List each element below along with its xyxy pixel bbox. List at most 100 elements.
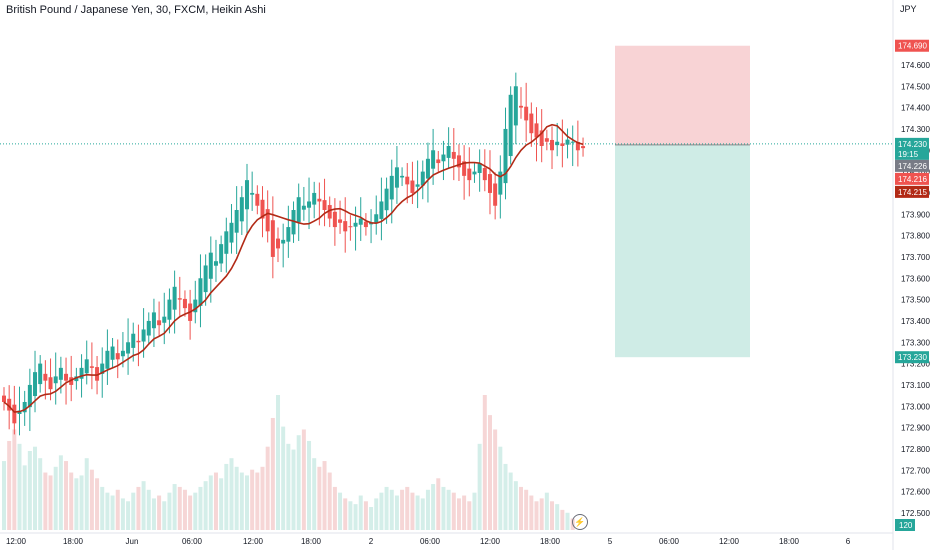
volume-bar	[270, 417, 275, 530]
x-tick-label: 06:00	[420, 537, 441, 546]
x-tick-label: 06:00	[182, 537, 203, 546]
y-tick-label: 173.600	[901, 274, 930, 283]
volume-bar	[48, 475, 53, 530]
candle-body	[182, 298, 187, 309]
candle-body	[400, 175, 405, 178]
candle-body	[105, 350, 110, 369]
candle-body	[110, 346, 115, 360]
candle-body	[467, 168, 472, 181]
candle-body	[224, 231, 229, 254]
candle-body	[513, 86, 518, 126]
volume-bar	[544, 492, 549, 530]
candle-body	[213, 261, 218, 266]
volume-tag-label: 120	[899, 521, 913, 530]
volume-bar	[126, 501, 131, 530]
candle-body	[550, 139, 555, 151]
target-price-tag: 174.690	[898, 42, 927, 51]
candle-body	[379, 201, 384, 219]
volume-bar	[255, 472, 260, 530]
volume-bar	[467, 501, 472, 530]
price-b-box	[895, 172, 929, 185]
volume-bar	[244, 475, 249, 530]
volume-bar	[69, 472, 74, 530]
y-tick-label: 173.200	[901, 360, 930, 369]
countdown-label: 19:15	[898, 150, 919, 159]
volume-bar	[363, 501, 368, 530]
volume-bar	[188, 495, 193, 530]
volume-bar	[513, 481, 518, 530]
candle-body	[482, 168, 487, 181]
candle-body	[317, 198, 322, 202]
candle-body	[229, 222, 234, 243]
x-tick-label: 12:00	[719, 537, 740, 546]
candle-body	[79, 367, 84, 379]
volume-bar	[431, 484, 436, 530]
y-tick-label: 173.300	[901, 338, 930, 347]
chart-title: British Pound / Japanese Yen, 30, FXCM, …	[6, 4, 266, 16]
x-tick-label: 2	[369, 537, 374, 546]
y-tick-label: 173.400	[901, 317, 930, 326]
volume-bar	[498, 446, 503, 530]
candle-body	[2, 395, 6, 402]
volume-bar	[317, 466, 322, 530]
y-tick-label: 173.000	[901, 402, 930, 411]
volume-bar	[555, 504, 560, 530]
price-c-box	[895, 185, 929, 198]
volume-bar	[89, 469, 94, 530]
volume-bar	[529, 495, 534, 530]
volume-bar	[12, 429, 17, 530]
volume-bar	[162, 501, 167, 530]
volume-bar	[177, 486, 182, 530]
volume-bar	[136, 486, 141, 530]
candle-body	[431, 150, 436, 169]
candle-body	[472, 171, 477, 175]
y-tick-label: 172.900	[901, 424, 930, 433]
y-tick-label: 173.500	[901, 296, 930, 305]
y-tick-label: 174.100	[901, 168, 930, 177]
volume-bar	[369, 507, 374, 530]
stop-loss-zone[interactable]	[615, 45, 750, 145]
candle-body	[250, 192, 255, 195]
candle-body	[544, 138, 549, 142]
volume-bar	[74, 478, 79, 530]
volume-bar	[64, 461, 69, 530]
candle-body	[162, 316, 167, 323]
volume-bar	[524, 489, 529, 530]
volume-bar	[260, 466, 265, 530]
candle-body	[312, 192, 317, 205]
volume-bar	[250, 469, 255, 530]
candle-body	[322, 200, 327, 210]
volume-bar	[203, 481, 208, 530]
moving-average-line	[3, 123, 584, 413]
volume-bar	[229, 458, 234, 530]
candle-body	[503, 128, 508, 184]
candle-body	[151, 312, 156, 329]
candle-body	[203, 265, 208, 293]
y-tick-label: 172.700	[901, 466, 930, 475]
candle-body	[570, 141, 575, 143]
y-tick-label: 174.600	[901, 61, 930, 70]
candle-body	[581, 146, 586, 149]
candle-body	[234, 210, 239, 233]
volume-bar	[27, 451, 32, 530]
candle-body	[487, 174, 492, 193]
candle-body	[48, 377, 53, 390]
candle-body	[394, 167, 399, 188]
volume-bar	[400, 489, 405, 530]
price-axis[interactable]	[893, 0, 932, 550]
candle-body	[265, 209, 270, 232]
take-profit-zone[interactable]	[615, 144, 750, 358]
volume-bar	[358, 495, 363, 530]
y-tick-label: 172.500	[901, 509, 930, 518]
candle-body	[498, 171, 503, 195]
candle-body	[529, 113, 534, 134]
candle-body	[74, 376, 79, 382]
volume-bar	[296, 435, 301, 530]
candle-body	[338, 219, 343, 223]
volume-bar	[131, 492, 136, 530]
candle-body	[410, 180, 415, 193]
lightning-icon[interactable]: ⚡	[572, 514, 588, 530]
candle-body	[332, 211, 337, 228]
volume-bar	[301, 429, 306, 530]
